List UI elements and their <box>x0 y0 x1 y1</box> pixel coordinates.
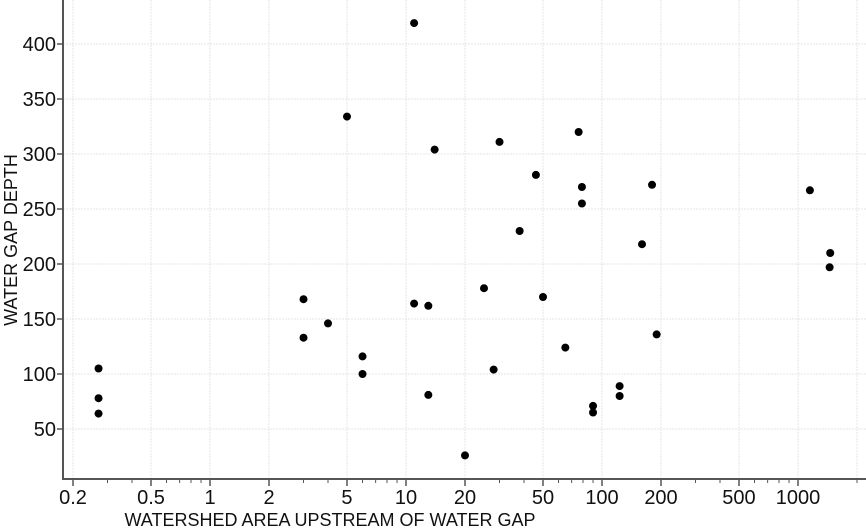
data-point <box>424 301 433 310</box>
x-tick-label: 5 <box>341 487 352 509</box>
data-point <box>577 199 586 208</box>
data-point <box>615 382 624 391</box>
y-tick-label: 350 <box>23 89 56 111</box>
data-point <box>538 293 547 301</box>
x-axis-ticks: 0.2 0.5 1 2 5 10 20 50 100 200 500 1000 <box>59 479 858 509</box>
data-point <box>342 112 351 121</box>
data-point <box>430 145 439 154</box>
x-tick-label: 20 <box>454 487 476 509</box>
x-tick-label: 2 <box>263 487 274 509</box>
x-tick-label: 100 <box>585 487 618 509</box>
y-tick-label: 50 <box>34 419 56 441</box>
x-tick-label: 0.2 <box>59 487 87 509</box>
data-point <box>94 394 103 403</box>
y-tick-label: 200 <box>23 254 56 276</box>
data-point <box>531 170 540 179</box>
data-point <box>461 451 470 460</box>
data-point <box>589 408 598 417</box>
data-point <box>358 352 367 361</box>
data-point <box>577 183 586 191</box>
data-point <box>515 227 524 235</box>
x-tick-label: 50 <box>532 487 554 509</box>
y-tick-label: 150 <box>23 309 56 331</box>
data-point <box>94 409 103 418</box>
data-point <box>489 365 498 374</box>
gridlines <box>63 0 866 479</box>
data-point <box>424 390 433 399</box>
data-points <box>94 19 835 460</box>
data-point <box>561 343 570 352</box>
x-tick-label: 10 <box>395 487 417 509</box>
data-point <box>589 401 598 410</box>
y-tick-label: 400 <box>23 34 56 56</box>
data-point <box>299 295 308 304</box>
data-point <box>648 180 657 189</box>
y-axis-ticks: 50 100 150 200 250 300 350 400 <box>23 34 63 441</box>
data-point <box>324 319 333 328</box>
data-point <box>358 370 367 378</box>
data-point <box>495 137 504 146</box>
data-point <box>410 19 419 28</box>
y-tick-label: 250 <box>23 199 56 221</box>
x-tick-label: 500 <box>722 487 755 509</box>
data-point <box>94 364 103 373</box>
x-axis-title: WATERSHED AREA UPSTREAM OF WATER GAP <box>124 510 535 530</box>
y-tick-label: 300 <box>23 144 56 166</box>
data-point <box>615 392 624 400</box>
data-point <box>299 333 308 342</box>
data-point <box>825 263 834 272</box>
data-point <box>479 284 488 293</box>
data-point <box>410 299 419 308</box>
x-tick-label: 200 <box>644 487 677 509</box>
x-tick-label: 1 <box>204 487 215 509</box>
data-point <box>574 128 583 136</box>
data-point <box>805 186 814 195</box>
data-point <box>638 240 647 249</box>
x-tick-label: 1000 <box>776 487 821 509</box>
data-point <box>826 249 835 257</box>
data-point <box>652 330 661 339</box>
x-tick-label: 0.5 <box>137 487 165 509</box>
y-tick-label: 100 <box>23 364 56 386</box>
y-axis-title: WATER GAP DEPTH <box>1 154 21 326</box>
